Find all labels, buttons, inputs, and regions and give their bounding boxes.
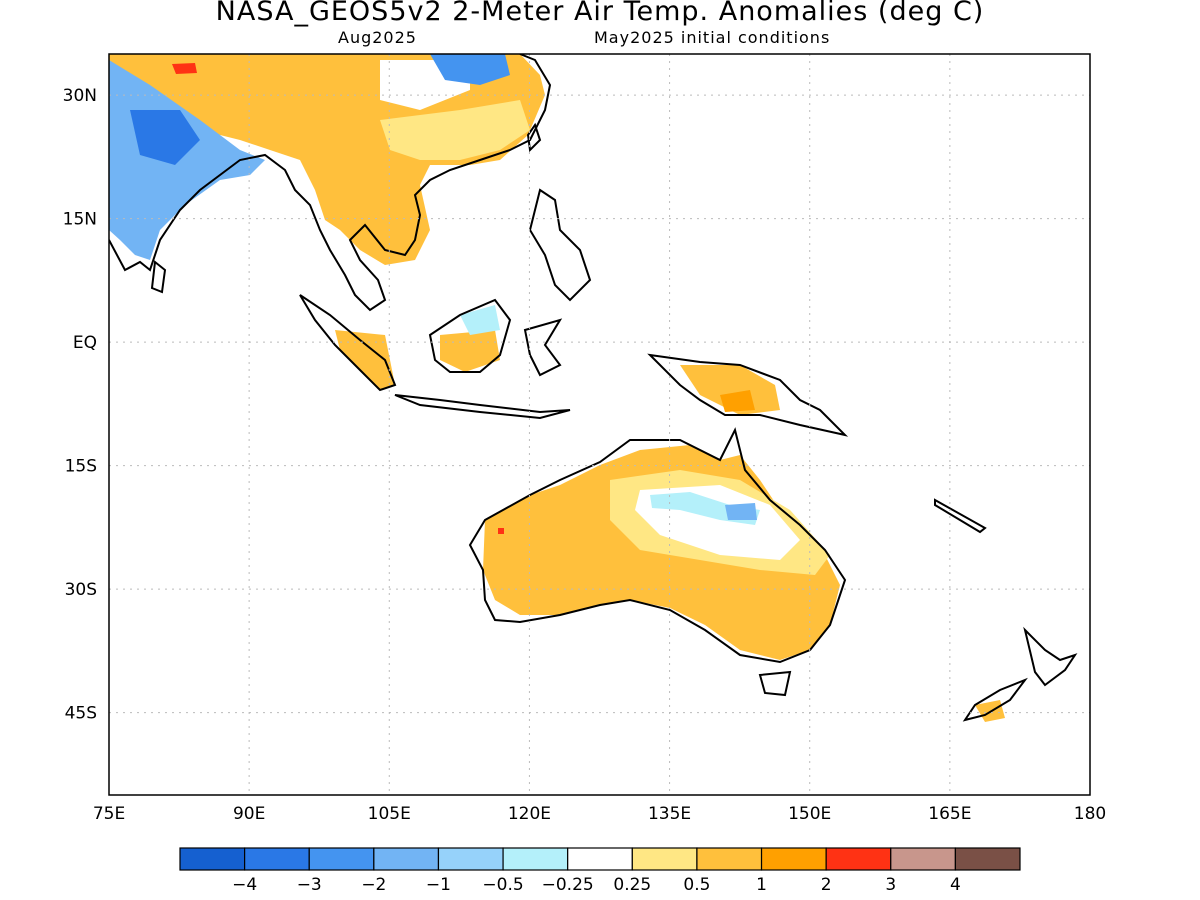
colorbar-label: 2 — [821, 875, 832, 895]
colorbar-label: 4 — [950, 875, 961, 895]
lon-tick-label: 135E — [648, 804, 691, 824]
valid-month-label: Aug2025 — [338, 28, 417, 47]
coast-new-caledonia — [934, 498, 987, 534]
lon-tick-label: 180 — [1074, 804, 1106, 824]
fill-borneo-warm — [440, 330, 500, 372]
colorbar-label: −0.25 — [542, 875, 594, 895]
coast-sulawesi — [523, 318, 563, 377]
lat-tick-label: EQ — [73, 333, 97, 353]
colorbar-label: 1 — [756, 875, 767, 895]
colorbar-swatch — [631, 847, 698, 871]
fill-mongolia-cold — [430, 54, 510, 85]
colorbar-swatch — [567, 847, 633, 871]
colorbar-swatch — [825, 847, 892, 871]
coast-sri-lanka — [150, 260, 167, 294]
colorbar-swatch — [244, 847, 310, 871]
colorbar — [179, 847, 1021, 871]
fill-india-colder — [130, 110, 200, 165]
colorbar-label: −4 — [232, 875, 257, 895]
fill-australia-cool-spot — [725, 503, 757, 520]
coast-sumatra — [299, 294, 397, 392]
colorbar-swatch — [502, 847, 569, 871]
colorbar-labels: −4 −3 −2 −1 −0.5 −0.25 0.25 0.5 1 2 3 4 — [232, 875, 961, 895]
coastlines — [109, 54, 1078, 722]
colorbar-label: −0.5 — [482, 875, 523, 895]
colorbar-swatch — [179, 847, 246, 871]
coast-taiwan — [526, 122, 542, 153]
lat-tick-label: 30S — [65, 580, 97, 600]
lon-tick-label: 120E — [508, 804, 551, 824]
colorbar-label: −1 — [426, 875, 451, 895]
coast-asia — [109, 54, 552, 312]
fill-new-guinea-hot — [720, 390, 755, 412]
colorbar-label: 0.25 — [613, 875, 651, 895]
colorbar-label: 0.5 — [683, 875, 710, 895]
lon-tick-label: 105E — [368, 804, 411, 824]
fill-sumatra-warm — [335, 330, 395, 390]
fill-australia-red-dot — [498, 528, 504, 534]
fill-east-asia-light — [380, 100, 530, 160]
coast-java — [394, 394, 571, 420]
colorbar-swatch — [890, 847, 956, 871]
coast-australia — [468, 427, 847, 664]
lon-tick-labels: 75E 90E 105E 120E 135E 150E 165E 180 — [93, 804, 1106, 824]
colorbar-swatch — [760, 847, 827, 871]
lat-tick-labels: 30N 15N EQ 15S 30S 45S — [63, 86, 97, 724]
colorbar-label: −3 — [297, 875, 322, 895]
coast-tasmania — [758, 670, 792, 697]
coast-nz-south — [962, 677, 1028, 722]
fill-borneo-cool — [460, 305, 500, 335]
lat-tick-label: 15N — [63, 210, 97, 230]
colorbar-swatch — [954, 847, 1021, 871]
gridlines — [109, 54, 1090, 795]
coast-nz-north — [1023, 626, 1078, 687]
init-conditions-label: May2025 initial conditions — [594, 28, 831, 47]
plot-frame — [108, 53, 1091, 796]
lon-tick-label: 90E — [233, 804, 265, 824]
lon-tick-label: 75E — [93, 804, 125, 824]
coast-borneo — [428, 298, 512, 373]
lat-tick-label: 15S — [65, 457, 97, 477]
fill-new-guinea-warm — [680, 365, 780, 415]
fill-east-asia-warm — [109, 54, 545, 265]
colorbar-swatch — [437, 847, 504, 871]
colorbar-label: −2 — [361, 875, 386, 895]
colorbar-swatch — [373, 847, 440, 871]
map-title: NASA_GEOS5v2 2-Meter Air Temp. Anomalies… — [215, 0, 985, 27]
coast-philippines — [528, 188, 592, 302]
lat-tick-label: 45S — [65, 704, 97, 724]
fill-himalaya-hot — [172, 63, 197, 74]
lat-tick-label: 30N — [63, 86, 97, 106]
lon-tick-label: 165E — [928, 804, 971, 824]
colorbar-label: 3 — [885, 875, 896, 895]
colorbar-swatch — [696, 847, 763, 871]
coast-new-guinea — [647, 353, 849, 437]
anomaly-fills — [109, 54, 1005, 722]
lon-tick-label: 150E — [788, 804, 831, 824]
colorbar-swatch — [308, 847, 375, 871]
